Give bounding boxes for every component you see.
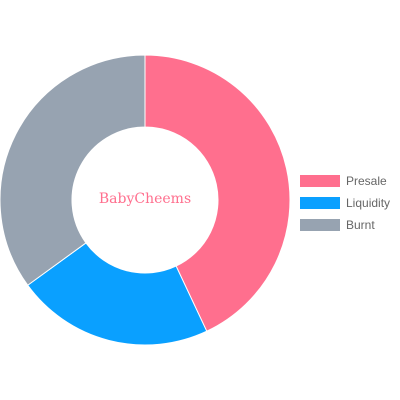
legend-item-liquidity: Liquidity <box>300 192 390 214</box>
legend-item-burnt: Burnt <box>300 214 390 236</box>
slice-presale <box>144 54 291 332</box>
slice-liquidity <box>26 242 208 346</box>
legend-swatch-burnt <box>300 219 340 231</box>
legend-swatch-presale <box>300 175 340 187</box>
legend-swatch-liquidity <box>300 197 340 209</box>
legend-label-liquidity: Liquidity <box>346 196 391 210</box>
center-label: BabyCheems <box>99 191 191 207</box>
legend-label-presale: Presale <box>346 174 387 188</box>
legend-item-presale: Presale <box>300 170 390 192</box>
legend-label-burnt: Burnt <box>346 218 375 232</box>
slice-burnt <box>0 54 146 286</box>
legend: Presale Liquidity Burnt <box>300 170 390 236</box>
slices-group <box>0 54 291 346</box>
